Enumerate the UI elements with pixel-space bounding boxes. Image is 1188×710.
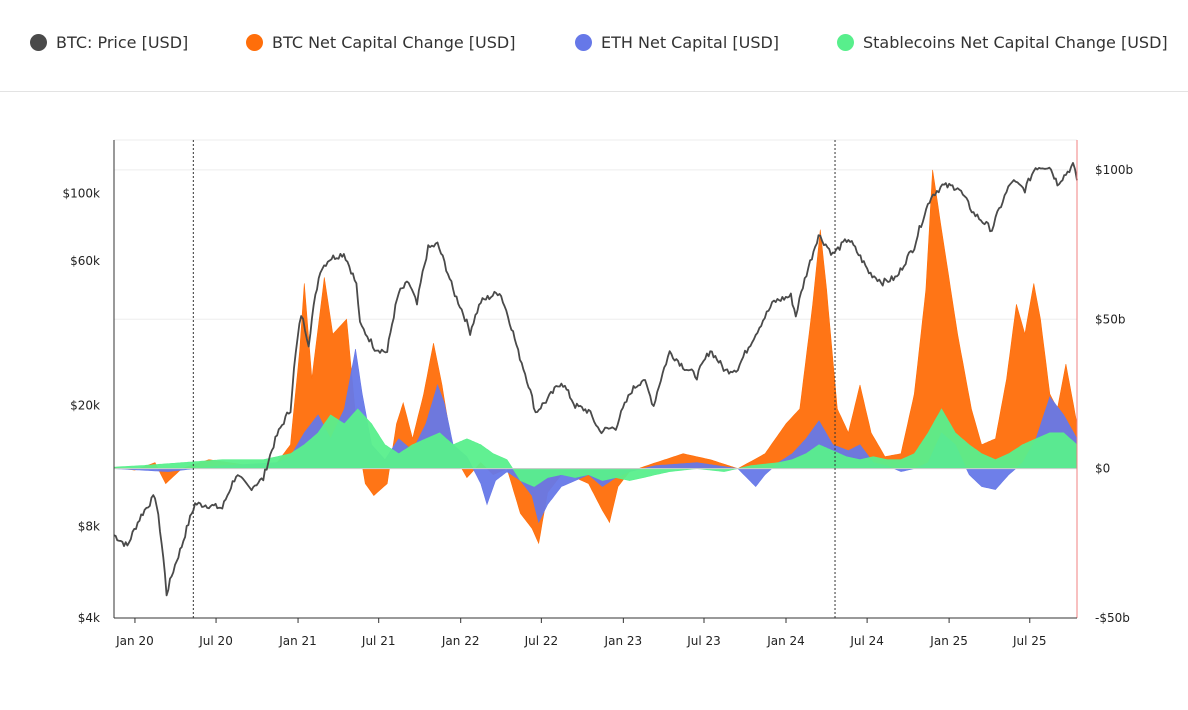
y-left-tick-label: $8k xyxy=(78,520,100,534)
legend-dot-icon xyxy=(837,33,854,51)
legend-item-stablecoins-net-capital[interactable]: Stablecoins Net Capital Change [USD] xyxy=(837,30,1168,54)
y-right-tick-label: $100b xyxy=(1095,163,1133,177)
x-tick-label: Jan 24 xyxy=(766,634,805,648)
legend-dot-icon xyxy=(30,33,47,51)
x-tick-label: Jan 25 xyxy=(929,634,968,648)
y-left-tick-label: $60k xyxy=(70,254,100,268)
legend-label: ETH Net Capital [USD] xyxy=(601,32,780,52)
legend-label: BTC: Price [USD] xyxy=(56,32,189,52)
area-btc-net-capital-change-usd xyxy=(113,169,1078,545)
legend-item-btc-price[interactable]: BTC: Price [USD] xyxy=(30,30,188,54)
y-left-tick-label: $100k xyxy=(63,186,101,200)
legend-item-eth-net-capital[interactable]: ETH Net Capital [USD] xyxy=(575,30,779,54)
line-btc-price xyxy=(113,162,1078,597)
x-tick-label: Jan 23 xyxy=(604,634,643,648)
x-tick-label: Jul 22 xyxy=(524,634,559,648)
legend-dot-icon xyxy=(246,33,263,51)
legend-label: BTC Net Capital Change [USD] xyxy=(272,32,516,52)
y-right-tick-label: $50b xyxy=(1095,312,1126,326)
legend-label: Stablecoins Net Capital Change [USD] xyxy=(863,32,1168,52)
y-left-tick-label: $20k xyxy=(70,399,100,413)
legend-dot-icon xyxy=(575,33,592,51)
legend: BTC: Price [USD] BTC Net Capital Change … xyxy=(0,0,1188,92)
area-stablecoins-net-capital-change-usd xyxy=(113,408,1078,487)
x-tick-label: Jul 24 xyxy=(849,634,884,648)
x-tick-label: Jan 21 xyxy=(278,634,317,648)
x-tick-label: Jul 23 xyxy=(686,634,721,648)
y-right-tick-label: $0 xyxy=(1095,462,1110,476)
x-tick-label: Jan 20 xyxy=(115,634,154,648)
y-right-tick-label: -$50b xyxy=(1095,611,1130,625)
x-tick-label: Jan 22 xyxy=(441,634,480,648)
x-tick-label: Jul 21 xyxy=(361,634,396,648)
y-left-tick-label: $4k xyxy=(78,611,100,625)
x-tick-label: Jul 20 xyxy=(198,634,233,648)
x-tick-label: Jul 25 xyxy=(1012,634,1047,648)
legend-item-btc-net-capital[interactable]: BTC Net Capital Change [USD] xyxy=(246,30,515,54)
